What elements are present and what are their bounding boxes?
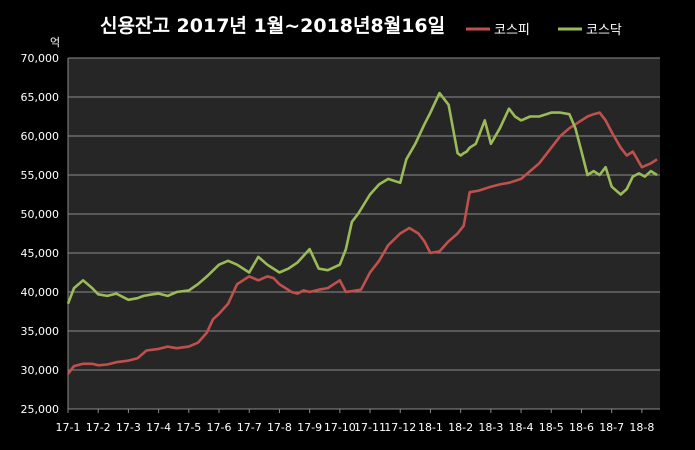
x-tick-label: 17-3: [116, 421, 141, 434]
x-tick-label: 18-2: [448, 421, 473, 434]
x-tick-label: 17-5: [176, 421, 201, 434]
series-line-kospi: [66, 111, 658, 375]
x-tick-label: 18-4: [509, 421, 534, 434]
x-tick-label: 17-4: [146, 421, 171, 434]
x-tick-label: 17-9: [297, 421, 322, 434]
x-tick-label: 17-8: [267, 421, 292, 434]
y-tick-label: 25,000: [21, 403, 60, 416]
x-tick-label: 17-1: [56, 421, 81, 434]
y-tick-label: 35,000: [21, 325, 60, 338]
x-tick-label: 18-1: [418, 421, 443, 434]
series-line-kosdaq: [66, 91, 658, 305]
x-tick-label: 17-7: [237, 421, 262, 434]
x-tick-label: 18-8: [629, 421, 654, 434]
plot-area: [68, 58, 660, 409]
y-tick-label: 65,000: [21, 91, 60, 104]
x-tick-label: 17-10: [324, 421, 356, 434]
y-tick-label: 50,000: [21, 208, 60, 221]
x-tick-label: 18-5: [539, 421, 564, 434]
y-axis-unit: 억: [50, 36, 60, 49]
chart-title: 신용잔고 2017년 1월~2018년8월16일: [100, 15, 445, 37]
y-tick-label: 30,000: [21, 364, 60, 377]
x-tick-label: 17-6: [207, 421, 232, 434]
y-tick-label: 55,000: [21, 169, 60, 182]
x-tick-label: 17-11: [354, 421, 386, 434]
legend-label: 코스닥: [586, 23, 622, 38]
y-tick-label: 40,000: [21, 286, 60, 299]
x-tick-label: 18-3: [478, 421, 503, 434]
x-tick-label: 17-12: [384, 421, 416, 434]
y-tick-label: 70,000: [21, 52, 60, 65]
x-tick-label: 18-6: [569, 421, 594, 434]
x-tick-label: 17-2: [86, 421, 111, 434]
x-tick-label: 18-7: [599, 421, 624, 434]
legend-label: 코스피: [494, 23, 530, 38]
y-tick-label: 45,000: [21, 247, 60, 260]
y-tick-label: 60,000: [21, 130, 60, 143]
